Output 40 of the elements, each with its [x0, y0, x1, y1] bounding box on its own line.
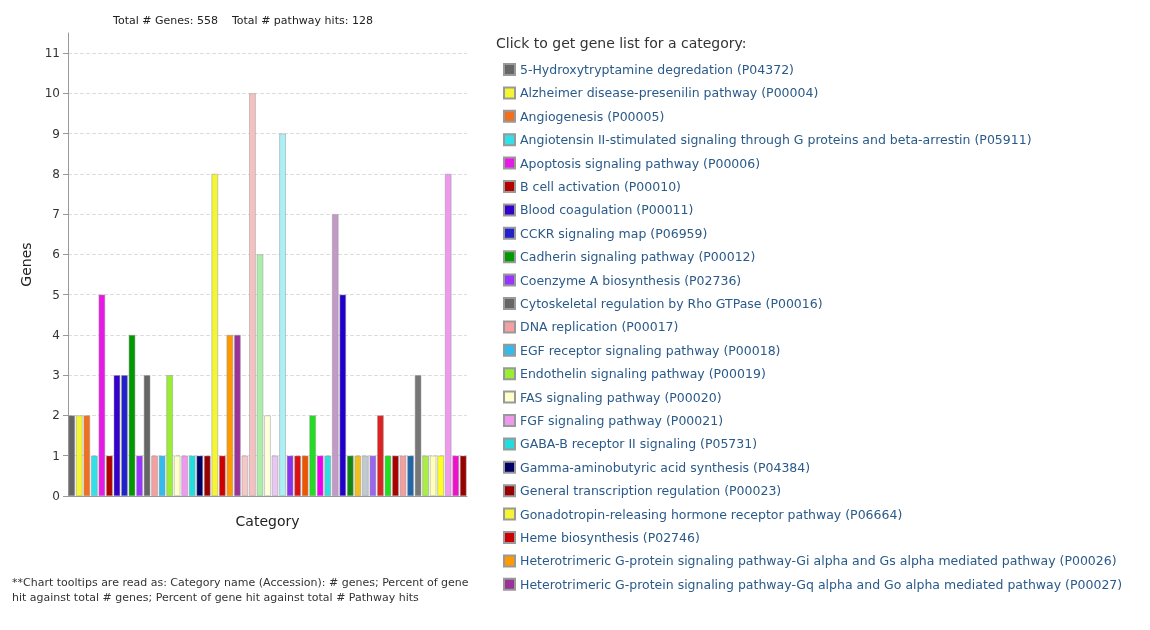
legend-label: FGF signaling pathway (P00021) — [520, 413, 724, 428]
legend-label: Cytoskeletal regulation by Rho GTPase (P00016) — [520, 296, 823, 311]
legend-label: Gamma-aminobutyric acid synthesis (P04384) — [520, 459, 811, 475]
chart-title: Total # Genes: 558 Total # pathway hits: 128 — [112, 14, 373, 27]
y-tick-label: 6 — [52, 247, 60, 262]
legend-label: Alzheimer disease-presenilin pathway (P00004) — [520, 85, 819, 101]
legend-label: General transcription regulation (P00023) — [520, 483, 782, 499]
y-axis-title: Genes — [18, 242, 34, 287]
text: **Chart tooltips are read as: Category name (Accession): # genes; Percent of gene hit against total # genes; Percent of gene hit against total # Pathway hits — [12, 576, 473, 604]
y-tick-label: 1 — [52, 448, 60, 463]
legend-label: Angiogenesis (P00005) — [520, 108, 665, 124]
legend-label: 5-Hydroxytryptamine degredation (P04372) — [520, 62, 794, 77]
legend-label: GABA-B receptor II signaling (P05731) — [520, 436, 758, 452]
y-tick-label: 5 — [52, 287, 60, 302]
legend-label: Heterotrimeric G-protein signaling pathway-Gq alpha and Go alpha mediated pathway (P00027) — [520, 576, 1123, 592]
legend-label: DNA replication (P00017) — [520, 319, 679, 335]
y-tick-label: 11 — [44, 46, 60, 61]
y-tick-label: 7 — [52, 207, 60, 222]
legend-label: CCKR signaling map (P06959) — [520, 225, 708, 241]
legend-label: Blood coagulation (P00011) — [520, 202, 694, 218]
y-tick-label: 3 — [52, 368, 60, 383]
legend-label: B cell activation (P00010) — [520, 179, 681, 194]
y-tick-label: 8 — [52, 166, 60, 181]
legend-label: Angiotensin II-stimulated signaling through G proteins and beta-arrestin (P05911) — [520, 132, 1032, 148]
legend-label: Endothelin signaling pathway (P00019) — [520, 366, 766, 382]
y-tick-label: 4 — [52, 327, 60, 342]
legend-label: EGF receptor signaling pathway (P00018) — [520, 342, 781, 358]
legend-title: Click to get gene list for a category: — [496, 35, 747, 51]
y-tick-label: 10 — [44, 86, 60, 101]
legend-label: Heme biosynthesis (P02746) — [520, 530, 700, 545]
y-tick-label: 0 — [52, 489, 60, 503]
legend-label: Gonadotropin-releasing hormone receptor pathway (P06664) — [520, 506, 903, 522]
x-axis-title: Category — [235, 513, 300, 529]
legend-label: Apoptosis signaling pathway (P00006) — [520, 155, 761, 171]
y-tick-label: 9 — [52, 126, 60, 141]
legend-label: FAS signaling pathway (P00020) — [520, 389, 722, 405]
legend-label: Cadherin signaling pathway (P00012) — [520, 249, 756, 265]
legend-label: Heterotrimeric G-protein signaling pathway-Gi alpha and Gs alpha mediated pathway (P00026) — [520, 553, 1117, 569]
y-tick-label: 2 — [52, 408, 60, 423]
legend-label: Coenzyme A biosynthesis (P02736) — [520, 272, 742, 288]
